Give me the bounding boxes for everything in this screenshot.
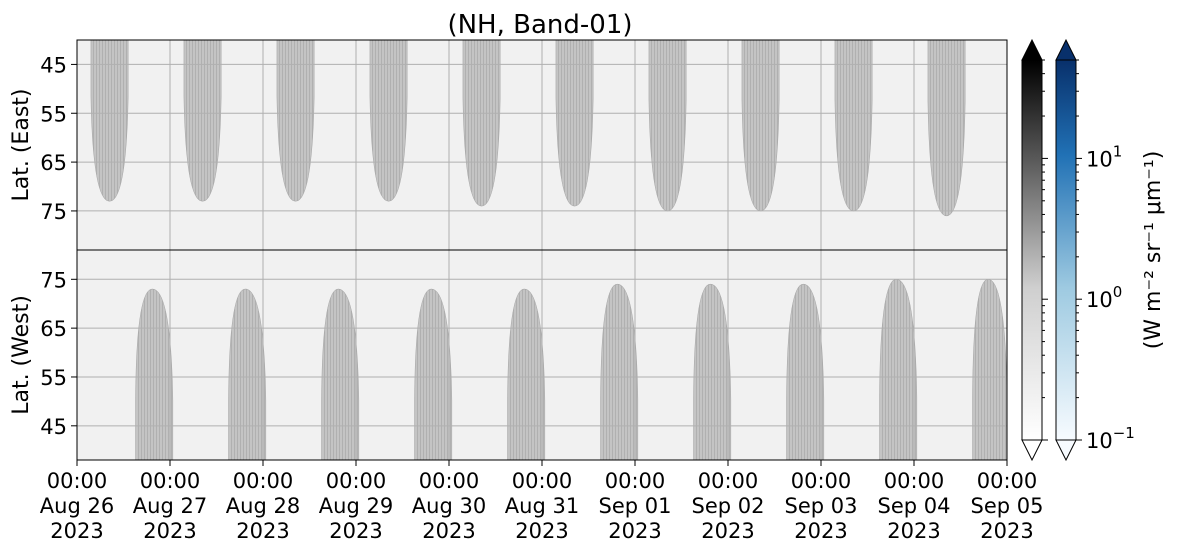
panel-west-grid (76, 250, 1008, 460)
x-tick-label: 00:00 Sep 05 2023 (971, 469, 1044, 543)
x-tick-label: 00:00 Sep 03 2023 (785, 469, 858, 543)
panel-east-region-2 (276, 39, 315, 202)
panel-east-ytick-label: 65 (40, 151, 67, 175)
colorbar-ticks: 101 100 10−1 (1042, 59, 1135, 453)
panel-east-ytick-label: 75 (40, 200, 67, 224)
colorbar-label: (W m⁻² sr⁻¹ μm⁻¹) (1141, 151, 1166, 350)
x-axis-ticks: 00:00 Aug 26 2023 00:00 Aug 27 2023 00:00 Aug 2… (40, 460, 1044, 543)
colorbar-blue-extend-high (1055, 38, 1077, 61)
panel-east-region-9 (927, 39, 966, 217)
panel-west-region-3 (414, 288, 453, 461)
x-tick-label: 00:00 Aug 26 2023 (40, 469, 114, 543)
chart-title: (NH, Band-01) (447, 10, 632, 40)
panel-west-ytick-label: 45 (40, 415, 67, 439)
x-tick-label: 00:00 Aug 28 2023 (226, 469, 300, 543)
panel-west-region-2 (321, 288, 360, 461)
x-tick-label: 00:00 Aug 29 2023 (319, 469, 393, 543)
colorbar-gray (1021, 38, 1043, 462)
panel-west-region-4 (507, 288, 546, 461)
panel-east-region-4 (462, 39, 501, 207)
panel-east-region-1 (183, 39, 222, 202)
x-tick-label: 00:00 Aug 31 2023 (505, 469, 579, 543)
panel-east-ytick-label: 45 (40, 53, 67, 77)
panel-east: 45 55 65 75 Lat. (East) (9, 39, 1008, 251)
panel-west-region-1 (228, 288, 267, 461)
colorbar-blue-extend-low (1055, 439, 1077, 462)
panel-east-regions (90, 39, 966, 217)
panel-west-ylabel: Lat. (West) (9, 295, 34, 415)
colorbar-gray-extend-high (1021, 38, 1043, 61)
panel-east-region-0 (90, 39, 129, 202)
panel-west: 45 55 65 75 Lat. (West) (9, 249, 1008, 461)
colorbar-gray-body (1021, 59, 1043, 441)
x-tick-label: 00:00 Sep 04 2023 (878, 469, 951, 543)
x-tick-label: 00:00 Aug 30 2023 (412, 469, 486, 543)
colorbar-tick-label: 10−1 (1086, 424, 1135, 453)
panel-east-y-ticks: 45 55 65 75 (40, 53, 77, 224)
colorbar-blue (1055, 38, 1077, 462)
panel-west-ytick-label: 65 (40, 317, 67, 341)
panel-east-region-5 (555, 39, 594, 207)
panel-west-ytick-label: 75 (40, 268, 67, 292)
panel-west-y-ticks: 45 55 65 75 (40, 268, 77, 439)
x-tick-label: 00:00 Aug 27 2023 (133, 469, 207, 543)
x-tick-label: 00:00 Sep 02 2023 (692, 469, 765, 543)
colorbar-tick-label: 101 (1086, 142, 1122, 171)
panel-west-region-0 (135, 288, 174, 461)
panel-west-ytick-label: 55 (40, 366, 67, 390)
colorbar-tick-label: 100 (1086, 283, 1122, 312)
panel-east-ytick-label: 55 (40, 102, 67, 126)
colorbar-gray-extend-low (1021, 439, 1043, 462)
colorbar-blue-body (1055, 59, 1077, 441)
x-tick-label: 00:00 Sep 01 2023 (599, 469, 672, 543)
panel-east-region-3 (369, 39, 408, 202)
panel-east-ylabel: Lat. (East) (9, 89, 34, 202)
